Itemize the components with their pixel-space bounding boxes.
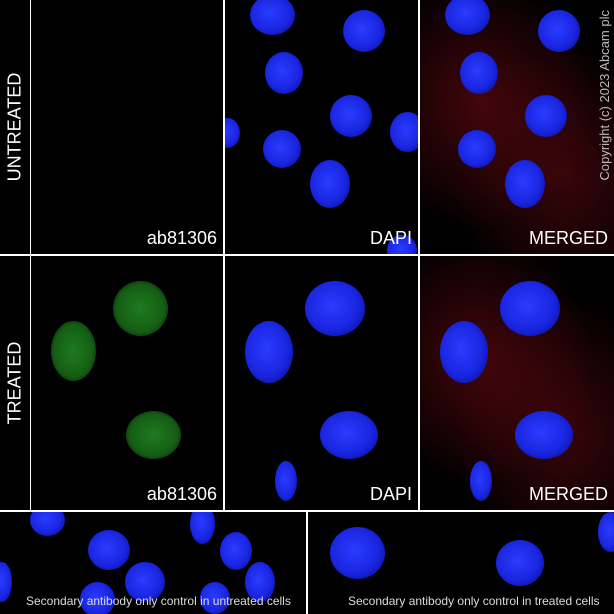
cytoskeleton-stain — [420, 0, 614, 254]
nucleus-dapi — [515, 411, 573, 459]
nucleus-dapi — [538, 10, 580, 52]
nucleus-dapi — [88, 530, 130, 570]
nucleus-dapi — [0, 562, 12, 602]
nucleus-dapi — [470, 461, 492, 501]
panel-treated-dapi: DAPI — [225, 256, 418, 510]
nucleus-antibody-stain — [51, 321, 96, 381]
nucleus-dapi — [330, 95, 372, 137]
caption-untreated-control: Secondary antibody only control in untre… — [26, 594, 291, 608]
nucleus-dapi — [30, 512, 65, 536]
caption-treated-control: Secondary antibody only control in treat… — [348, 594, 600, 608]
nucleus-dapi — [245, 562, 275, 602]
row-label-text: UNTREATED — [4, 72, 25, 182]
panel-label: DAPI — [369, 228, 412, 248]
panel-label: MERGED — [528, 484, 608, 504]
nucleus-dapi — [598, 512, 614, 552]
nucleus-dapi — [458, 130, 496, 168]
row-label-treated: TREATED — [0, 256, 30, 510]
nucleus-dapi — [305, 281, 365, 336]
nucleus-dapi — [496, 540, 544, 586]
panel-label: DAPI — [369, 484, 412, 504]
nucleus-dapi — [343, 10, 385, 52]
row-label-text: TREATED — [4, 341, 25, 425]
nucleus-dapi — [500, 281, 560, 336]
panel-control-treated: Secondary antibody only control in treat… — [308, 512, 614, 614]
nucleus-dapi — [310, 160, 350, 208]
panel-untreated-antibody: ab81306 — [31, 0, 223, 254]
nucleus-dapi — [80, 582, 115, 614]
nucleus-dapi — [263, 130, 301, 168]
panel-label: ab81306 — [146, 484, 217, 504]
nucleus-dapi — [245, 321, 293, 383]
nucleus-dapi — [330, 527, 385, 579]
nucleus-dapi — [460, 52, 498, 94]
nucleus-dapi — [275, 461, 297, 501]
nucleus-dapi — [387, 235, 417, 254]
nucleus-dapi — [445, 0, 490, 35]
nucleus-dapi — [390, 112, 418, 152]
panel-control-untreated: Secondary antibody only control in untre… — [0, 512, 306, 614]
nucleus-antibody-stain — [126, 411, 181, 459]
nucleus-dapi — [220, 532, 252, 570]
nucleus-dapi — [200, 582, 230, 614]
panel-untreated-dapi: DAPI — [225, 0, 418, 254]
panel-treated-antibody: ab81306 — [31, 256, 223, 510]
row-label-untreated: UNTREATED — [0, 0, 30, 254]
nucleus-dapi — [265, 52, 303, 94]
nucleus-dapi — [190, 512, 215, 544]
copyright: Copyright (c) 2023 Abcam plc — [597, 10, 612, 181]
nucleus-dapi — [250, 0, 295, 35]
nucleus-dapi — [225, 118, 240, 148]
nucleus-dapi — [505, 160, 545, 208]
nucleus-antibody-stain — [113, 281, 168, 336]
panel-treated-merged: MERGED — [420, 256, 614, 510]
nucleus-dapi — [125, 562, 165, 602]
nucleus-dapi — [525, 95, 567, 137]
panel-untreated-merged: Copyright (c) 2023 Abcam plc MERGED — [420, 0, 614, 254]
nucleus-dapi — [320, 411, 378, 459]
panel-label: MERGED — [528, 228, 608, 248]
panel-label: ab81306 — [146, 228, 217, 248]
nucleus-dapi — [440, 321, 488, 383]
